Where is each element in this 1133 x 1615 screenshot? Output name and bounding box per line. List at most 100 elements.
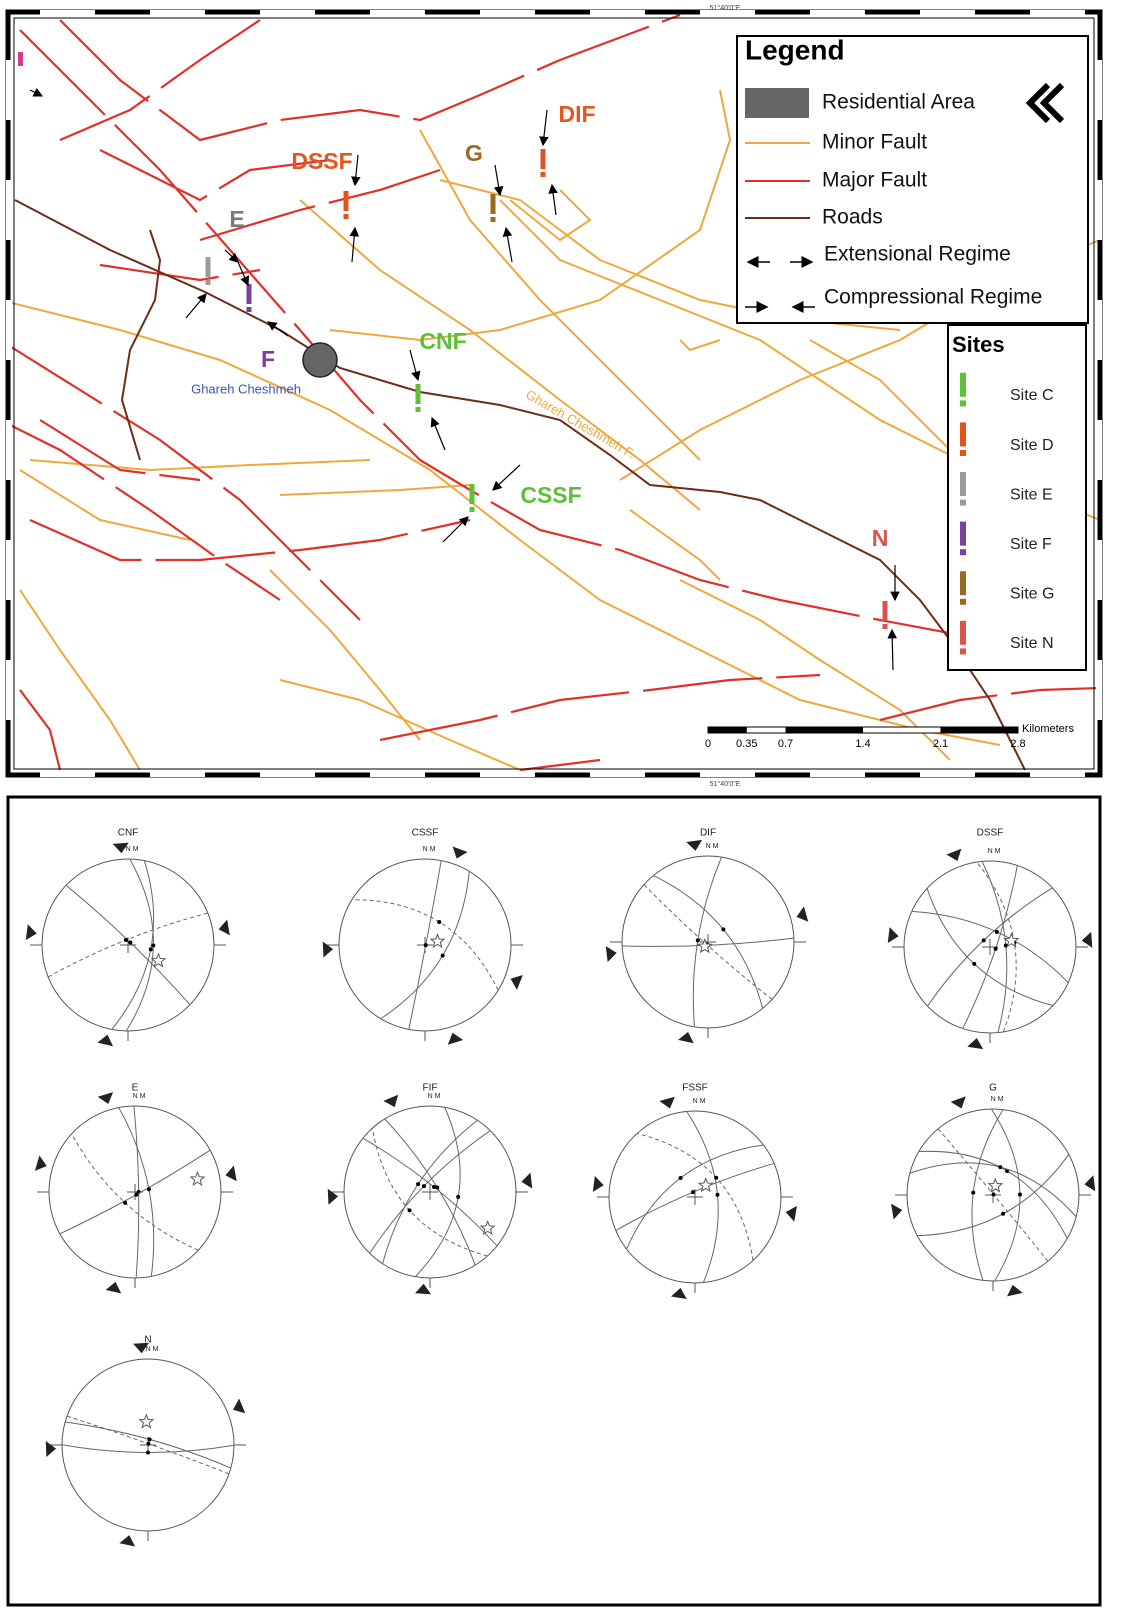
frame-tick <box>920 10 975 16</box>
slip-point <box>696 938 700 942</box>
site-marker <box>344 191 349 211</box>
site-marker <box>960 373 966 397</box>
site-marker <box>247 284 252 304</box>
stereonet: CSSF N M <box>323 828 523 1045</box>
frame-tick <box>6 300 12 360</box>
coordinate-label: 51°40'0"E <box>710 780 741 788</box>
slip-point <box>416 1182 420 1186</box>
legend-label: Residential Area <box>822 91 975 114</box>
north-label: N M <box>126 846 139 853</box>
site-marker-dot <box>470 507 475 512</box>
scale-tick-label: 2.1 <box>933 738 948 750</box>
north-label: N M <box>146 1346 159 1353</box>
site-label: DIF <box>558 101 595 127</box>
stress-arrow <box>786 1206 797 1222</box>
stress-arrow <box>1007 1285 1023 1296</box>
frame-tick <box>6 420 12 480</box>
site-marker-dot <box>247 307 252 312</box>
minor-fault <box>280 485 470 495</box>
stereonet: NN M <box>46 1335 246 1547</box>
slip-point <box>146 1450 150 1454</box>
frame-tick <box>150 771 205 777</box>
site-label: G <box>465 140 483 166</box>
frame-tick <box>1030 771 1085 777</box>
slip-point <box>123 1201 127 1205</box>
stress-arrow <box>355 155 358 185</box>
site-legend-label: Site E <box>1010 486 1053 503</box>
site-legend-label: Site F <box>1010 536 1052 553</box>
frame-tick <box>370 771 425 777</box>
stress-arrow <box>328 1189 338 1205</box>
stress-arrow <box>506 228 512 262</box>
site-label: CSSF <box>520 482 581 508</box>
site-label: DSSF <box>291 148 352 174</box>
minor-fault <box>20 470 190 540</box>
stress-arrow <box>606 946 617 962</box>
minor-fault <box>510 190 590 240</box>
site-marker-dot <box>960 549 966 555</box>
stress-arrow <box>521 1173 532 1189</box>
frame-tick <box>480 10 535 16</box>
slip-point <box>456 1195 460 1199</box>
site-legend-label: Site G <box>1010 586 1054 603</box>
major-fault <box>60 20 260 140</box>
slip-point <box>972 962 976 966</box>
stereonet-title: CNF <box>118 828 139 839</box>
scale-segment <box>941 727 1019 733</box>
legend-label: Roads <box>822 206 883 229</box>
stereonet-title: CSSF <box>412 828 439 839</box>
site-label: CNF <box>419 328 466 354</box>
stress-arrow <box>219 920 230 936</box>
minor-fault <box>300 200 700 510</box>
stress-arrow <box>495 165 500 195</box>
stress-arrow <box>1082 932 1093 948</box>
slip-point <box>134 1193 138 1197</box>
site-marker <box>960 571 966 595</box>
site-marker <box>883 601 888 621</box>
site-marker-dot <box>541 172 546 177</box>
stereonet-title: DSSF <box>977 828 1004 839</box>
slip-point <box>721 927 725 931</box>
major-fault <box>0 340 360 620</box>
site-marker-dot <box>960 400 966 406</box>
frame-tick <box>6 660 12 720</box>
north-label: N M <box>706 843 719 850</box>
slip-point <box>128 941 132 945</box>
stress-arrow <box>543 110 547 145</box>
frame-tick <box>1096 300 1102 360</box>
north-label: N M <box>423 846 436 853</box>
frame-tick <box>1096 60 1102 120</box>
legend-label: Major Fault <box>822 169 927 192</box>
slip-point <box>998 1165 1002 1169</box>
stress-arrow <box>225 1166 236 1182</box>
stress-arrow <box>892 630 893 670</box>
site-marker-dot <box>491 217 496 222</box>
residential-area <box>303 343 337 377</box>
site-legend-label: Site N <box>1010 635 1054 652</box>
stereonet: GN M <box>891 1083 1095 1297</box>
stress-arrow <box>35 1155 47 1170</box>
site-marker-dot <box>960 648 966 654</box>
legend-swatch <box>745 88 809 118</box>
stress-arrow <box>443 517 468 542</box>
frame-tick <box>6 180 12 240</box>
frame-tick <box>590 10 645 16</box>
site-label: N <box>872 525 889 551</box>
frame-tick <box>920 771 975 777</box>
stress-arrow <box>511 975 523 990</box>
slip-point <box>715 1193 719 1197</box>
minor-fault <box>280 680 520 770</box>
minor-fault <box>20 590 140 770</box>
site-marker <box>541 149 546 169</box>
site-marker-dot <box>206 280 211 285</box>
north-label: N M <box>988 848 1001 855</box>
scale-segment <box>786 727 864 733</box>
frame-tick <box>150 10 205 16</box>
stress-arrow <box>951 1096 966 1108</box>
frame-tick <box>1096 540 1102 600</box>
stress-arrow <box>552 185 556 215</box>
frame-tick <box>700 771 755 777</box>
stereonet-title: G <box>989 1083 997 1094</box>
stereonet: DSSF N M <box>888 828 1093 1049</box>
